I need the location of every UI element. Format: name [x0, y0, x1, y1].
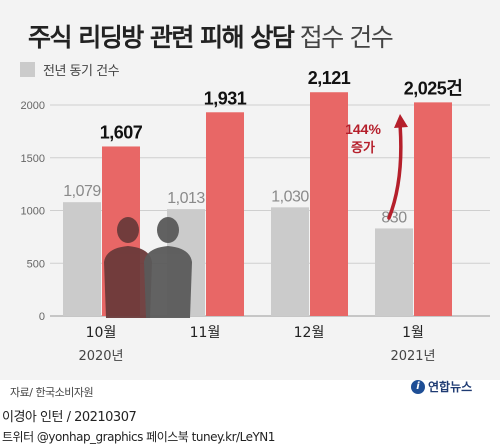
x-tick-label: 1월 — [402, 325, 424, 341]
credit-line-2: 트위터 @yonhap_graphics 페이스북 tuney.kr/LeYN1 — [2, 430, 275, 444]
credit-line-1: 이경아 인턴 / 20210307 — [2, 410, 137, 425]
y-tick-label: 500 — [27, 258, 45, 270]
logo-icon: i — [411, 379, 425, 394]
y-tick-label: 1500 — [21, 153, 45, 165]
legend-swatch-previous — [20, 62, 35, 77]
growth-annotation-percent: 144% — [345, 121, 381, 137]
data-label-previous: 1,030 — [271, 188, 309, 205]
person-silhouette-right-icon — [144, 217, 192, 318]
data-label-current: 1,607 — [100, 122, 143, 142]
data-label-current: 2,121 — [308, 68, 351, 88]
bar-current — [206, 112, 244, 316]
y-tick-label: 2000 — [21, 100, 45, 112]
chart-title: 주식 리딩방 관련 피해 상담 접수 건수 — [28, 18, 394, 54]
bar-previous — [375, 228, 413, 316]
person-silhouette-left-icon — [104, 217, 152, 318]
source-note: 자료/ 한국소비자원 — [10, 386, 94, 399]
legend-label: 전년 동기 건수 — [43, 64, 120, 79]
bar-chart: 0 500 1000 1500 2000 1,079 1,607 10월 2020년 1,013 1… — [21, 68, 490, 364]
x-tick-label: 11월 — [190, 325, 221, 341]
data-label-current: 2,025건 — [404, 78, 463, 98]
chart-title-bold: 주식 리딩방 관련 피해 상담 — [28, 23, 295, 52]
legend: 전년 동기 건수 — [20, 60, 120, 79]
x-tick-label: 12월 — [294, 325, 325, 341]
x-year-label: 2021년 — [390, 349, 435, 364]
growth-arrow — [387, 122, 403, 220]
bar-current — [310, 92, 348, 316]
y-tick-label: 1000 — [21, 206, 45, 218]
bar-current — [414, 102, 452, 316]
bar-previous — [271, 207, 309, 316]
growth-annotation-text: 증가 — [351, 141, 375, 156]
yonhap-logo: i 연합뉴스 — [411, 378, 472, 395]
growth-arrow-head — [394, 114, 408, 128]
data-label-previous: 830 — [381, 209, 407, 226]
bar-previous — [63, 202, 101, 316]
chart-area: 주식 리딩방 관련 피해 상담 접수 건수 전년 동기 건수 0 500 1000 1… — [0, 0, 500, 380]
x-tick-label: 10월 — [86, 325, 117, 341]
y-tick-label: 0 — [39, 311, 45, 323]
data-label-previous: 1,079 — [63, 183, 101, 200]
x-year-label: 2020년 — [78, 349, 123, 364]
data-label-previous: 1,013 — [167, 190, 205, 207]
logo-text: 연합뉴스 — [428, 380, 473, 394]
data-label-current: 1,931 — [204, 88, 247, 108]
chart-title-light: 접수 건수 — [299, 23, 394, 52]
